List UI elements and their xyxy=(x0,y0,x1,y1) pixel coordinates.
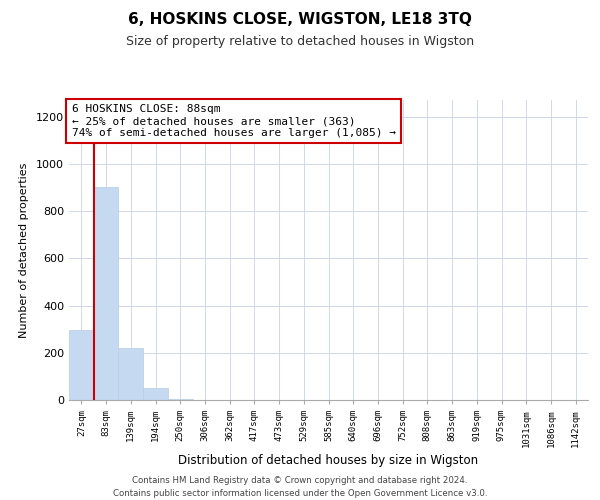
Bar xyxy=(168,399,193,400)
Bar xyxy=(94,188,118,400)
Text: Size of property relative to detached houses in Wigston: Size of property relative to detached ho… xyxy=(126,35,474,48)
Bar xyxy=(143,388,168,400)
Y-axis label: Number of detached properties: Number of detached properties xyxy=(19,162,29,338)
X-axis label: Distribution of detached houses by size in Wigston: Distribution of detached houses by size … xyxy=(178,454,479,466)
Bar xyxy=(118,348,143,400)
Text: 6 HOSKINS CLOSE: 88sqm
← 25% of detached houses are smaller (363)
74% of semi-de: 6 HOSKINS CLOSE: 88sqm ← 25% of detached… xyxy=(71,104,395,138)
Text: Contains HM Land Registry data © Crown copyright and database right 2024.
Contai: Contains HM Land Registry data © Crown c… xyxy=(113,476,487,498)
Bar xyxy=(69,330,94,400)
Text: 6, HOSKINS CLOSE, WIGSTON, LE18 3TQ: 6, HOSKINS CLOSE, WIGSTON, LE18 3TQ xyxy=(128,12,472,28)
